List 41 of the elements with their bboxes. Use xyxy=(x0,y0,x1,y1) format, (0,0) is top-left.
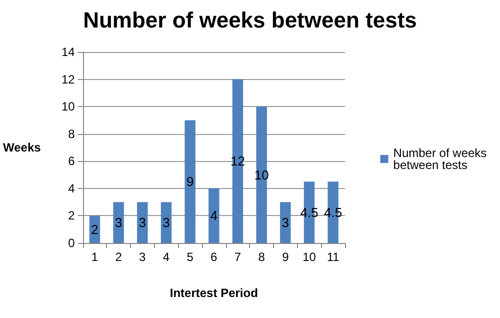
data-label: 3 xyxy=(282,215,290,230)
legend-label: Number of weeks between tests xyxy=(393,146,490,172)
data-label: 3 xyxy=(138,215,146,230)
bar xyxy=(280,202,291,243)
x-tick-label: 6 xyxy=(210,250,218,264)
bar xyxy=(113,202,124,243)
y-tick-label: 8 xyxy=(68,126,76,141)
x-tick-label: 3 xyxy=(139,250,146,264)
y-tick-label: 10 xyxy=(61,100,76,114)
data-label: 12 xyxy=(230,154,245,169)
bar xyxy=(184,120,196,243)
x-tick-label: 5 xyxy=(186,250,194,264)
bar xyxy=(232,79,244,243)
data-label: 9 xyxy=(186,174,194,190)
x-axis-title: Intertest Period xyxy=(170,286,258,300)
data-label: 4 xyxy=(210,208,218,224)
x-tick-label: 1 xyxy=(91,250,98,264)
y-tick-label: 2 xyxy=(68,208,76,223)
y-tick-label: 12 xyxy=(61,72,76,86)
x-tick-label: 11 xyxy=(326,250,340,264)
data-label: 3 xyxy=(162,215,170,230)
bar xyxy=(137,202,148,243)
bar xyxy=(256,106,267,243)
y-tick-label: 4 xyxy=(68,181,76,196)
y-tick-label: 6 xyxy=(68,154,76,168)
y-tick-label: 14 xyxy=(61,45,76,59)
bar xyxy=(208,188,220,243)
x-tick-label: 10 xyxy=(302,250,316,264)
y-tick-label: 0 xyxy=(68,236,76,250)
y-axis-title: Weeks xyxy=(2,140,42,154)
data-label: 4.5 xyxy=(300,204,318,220)
x-tick-label: 2 xyxy=(115,250,122,264)
bar xyxy=(160,202,172,243)
x-tick-label: 8 xyxy=(258,250,266,264)
x-tick-label: 4 xyxy=(162,250,170,264)
data-label: 4.5 xyxy=(324,204,342,220)
x-tick-label: 9 xyxy=(282,250,290,264)
chart-title: Number of weeks between tests xyxy=(83,8,417,32)
data-label: 3 xyxy=(114,215,122,230)
data-label: 2 xyxy=(91,222,98,237)
x-tick-label: 7 xyxy=(234,250,242,264)
